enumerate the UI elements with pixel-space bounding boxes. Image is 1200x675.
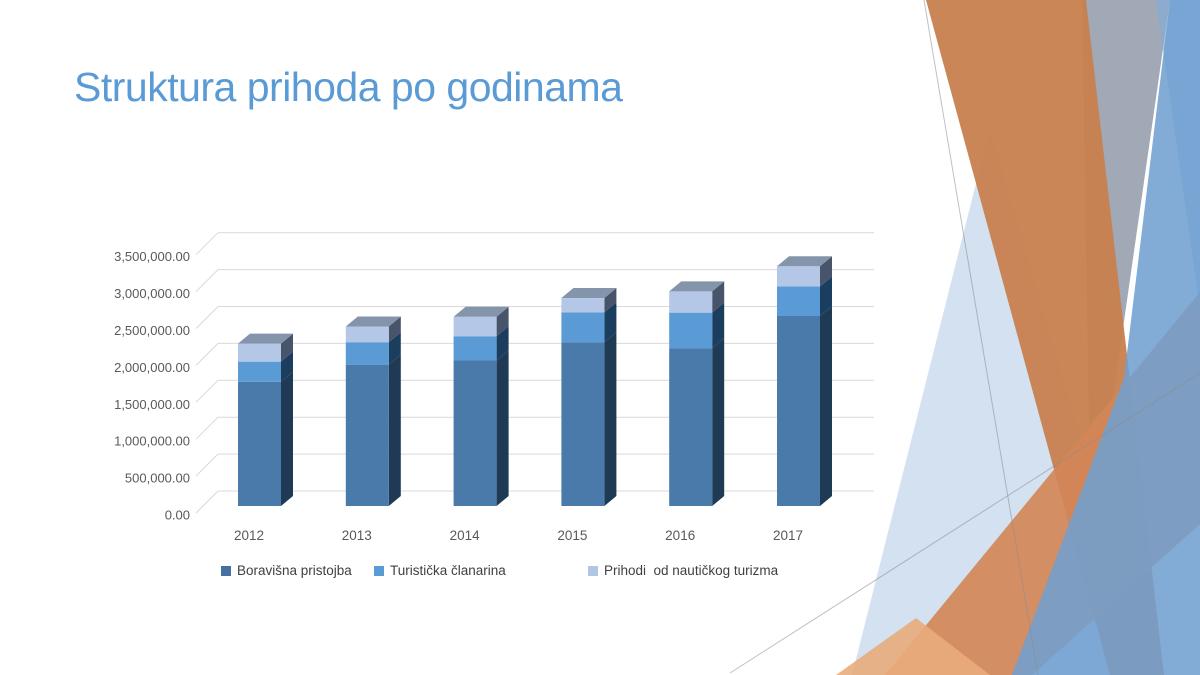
y-tick-label: 3,500,000.00 bbox=[114, 249, 190, 264]
slide-title: Struktura prihoda po godinama bbox=[74, 64, 623, 110]
bar-2014 bbox=[453, 306, 509, 506]
bar-segment-side bbox=[604, 332, 617, 506]
bar-segment bbox=[777, 316, 820, 506]
bar-segment-side bbox=[712, 338, 725, 506]
x-tick-label: 2015 bbox=[557, 528, 587, 543]
orange-sliver-shape bbox=[836, 618, 990, 675]
y-tick-label: 0.00 bbox=[165, 508, 190, 523]
y-tick-label: 2,000,000.00 bbox=[114, 360, 190, 375]
x-tick-label: 2016 bbox=[665, 528, 695, 543]
legend-label: Turistička članarina bbox=[390, 563, 506, 578]
legend-item-1: Boravišna pristojba bbox=[221, 563, 352, 579]
bar-2015 bbox=[561, 288, 617, 506]
bar-segment bbox=[561, 342, 605, 506]
legend-item-3: Prihodi od nautičkog turizma bbox=[588, 563, 778, 579]
bar-top-face bbox=[238, 333, 293, 344]
bar-segment bbox=[345, 364, 389, 506]
y-tick-label: 3,000,000.00 bbox=[114, 286, 190, 301]
bar-segment-side bbox=[604, 302, 617, 343]
bar-segment-side bbox=[281, 371, 293, 506]
bar-segment-side bbox=[496, 326, 509, 361]
bar-segment bbox=[777, 286, 820, 317]
bar-segment bbox=[453, 316, 497, 337]
bar-segment-side bbox=[388, 332, 401, 365]
bar-segment bbox=[669, 348, 713, 506]
chart-legend: Boravišna pristojba Turistička članarina P… bbox=[0, 563, 1200, 579]
bar-segment bbox=[453, 360, 497, 506]
decorative-line-2 bbox=[729, 372, 1200, 674]
bar-segment-side bbox=[388, 354, 401, 506]
gridlines bbox=[195, 232, 874, 514]
bar-segment-side bbox=[712, 302, 725, 349]
x-tick-label: 2017 bbox=[773, 528, 803, 543]
bar-top-face bbox=[453, 306, 509, 317]
x-tick-label: 2014 bbox=[450, 528, 481, 543]
bar-segment bbox=[669, 312, 713, 349]
legend-label: Prihodi od nautičkog turizma bbox=[604, 563, 779, 578]
bar-segment bbox=[238, 381, 281, 506]
bar-2013 bbox=[345, 316, 401, 506]
bar-2012 bbox=[238, 333, 293, 506]
bar-segment bbox=[669, 291, 713, 313]
bar-segment-side bbox=[388, 316, 401, 343]
bar-segment bbox=[238, 361, 281, 382]
bar-top-face bbox=[345, 316, 401, 327]
y-axis-labels: 0.00 500,000.00 1,000,000.00 1,500,000.00 2,… bbox=[114, 249, 190, 522]
bar-segment-side bbox=[281, 333, 293, 362]
decorative-line-1 bbox=[923, 0, 1039, 675]
legend-marker-icon bbox=[221, 566, 231, 576]
steel-blue-main-shape bbox=[1012, 0, 1200, 675]
bar-top-face bbox=[669, 281, 725, 292]
bar-segment bbox=[345, 326, 389, 343]
y-tick-label: 1,000,000.00 bbox=[114, 434, 190, 449]
y-tick-label: 1,500,000.00 bbox=[114, 397, 190, 412]
bar-top-face bbox=[777, 256, 832, 267]
legend-label: Boravišna pristojba bbox=[237, 563, 352, 578]
y-tick-label: 2,500,000.00 bbox=[114, 323, 190, 338]
bar-segment-side bbox=[820, 256, 832, 287]
y-tick-label: 500,000.00 bbox=[125, 471, 190, 486]
bar-segment bbox=[345, 342, 389, 365]
bar-segment-side bbox=[496, 306, 509, 337]
x-tick-label: 2013 bbox=[342, 528, 372, 543]
bar-2017 bbox=[777, 256, 832, 506]
bar-segment-side bbox=[281, 351, 293, 382]
bar-2016 bbox=[669, 281, 725, 506]
bar-segment-side bbox=[496, 350, 509, 506]
bar-segment bbox=[238, 343, 281, 362]
bar-segment-side bbox=[712, 281, 725, 313]
legend-marker-icon bbox=[588, 566, 598, 576]
bar-segment bbox=[453, 336, 497, 361]
bar-segment-side bbox=[820, 276, 832, 317]
legend-item-2: Turistička članarina bbox=[374, 563, 506, 579]
bar-segment bbox=[561, 298, 605, 313]
bar-segment bbox=[777, 266, 820, 287]
bar-segment-side bbox=[604, 288, 617, 313]
legend-marker-icon bbox=[374, 566, 384, 576]
bar-segment-side bbox=[820, 306, 832, 506]
bar-top-face bbox=[561, 288, 617, 299]
bar-segment bbox=[561, 312, 605, 343]
x-tick-label: 2012 bbox=[234, 528, 264, 543]
